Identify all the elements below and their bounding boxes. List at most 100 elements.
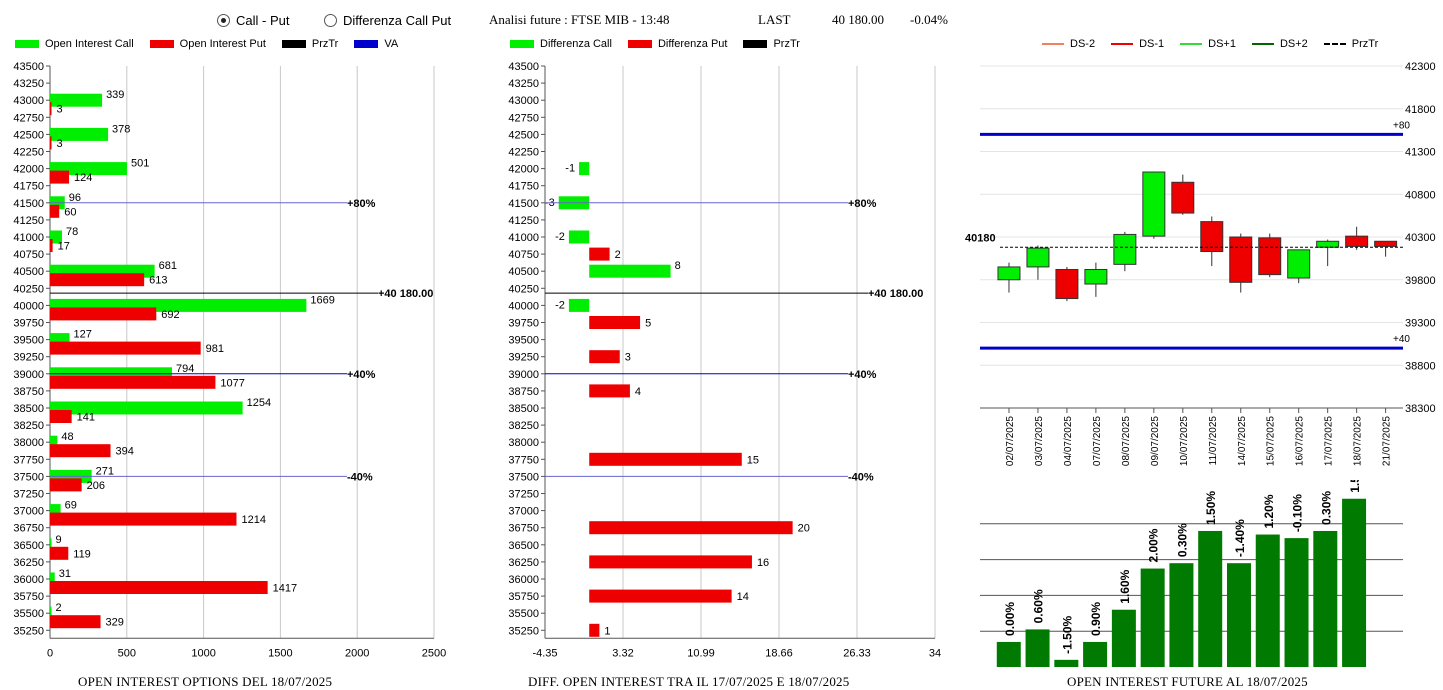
y-tick-label: 42000 — [508, 164, 539, 176]
y-tick-label: 38300 — [1405, 403, 1436, 415]
call-bar — [568, 298, 590, 312]
call-value-label: 96 — [69, 192, 81, 204]
legend1-swatch — [15, 40, 39, 48]
put-value-label: 16 — [757, 557, 769, 569]
put-bar — [589, 247, 610, 261]
oi-future-value-label: 2.00% — [1147, 528, 1161, 562]
put-bar — [50, 170, 70, 184]
call-bar — [50, 435, 58, 449]
last-value: 40 180.00 — [832, 12, 884, 27]
y-tick-label: 39800 — [1405, 275, 1436, 287]
y-tick-label: 39000 — [508, 369, 539, 381]
put-value-label: 1 — [604, 625, 610, 637]
call-value-label: 9 — [56, 534, 62, 546]
put-bar — [50, 444, 111, 458]
legend3-item: DS-1 — [1111, 38, 1164, 50]
put-value-label: 329 — [106, 617, 124, 629]
call-value-label: 127 — [74, 329, 92, 341]
call-bar — [50, 401, 243, 415]
x-tick-label: 26.33 — [843, 647, 871, 659]
put-value-label: 5 — [645, 318, 651, 330]
put-value-label: 3 — [625, 352, 631, 364]
y-tick-label: 36500 — [13, 540, 44, 552]
legend3-swatch — [1111, 43, 1134, 45]
oi-future-value-label: 0.30% — [1175, 523, 1189, 557]
legend2-label: PrzTr — [773, 38, 800, 50]
put-value-label: 3 — [57, 138, 63, 150]
reference-label: +40% — [347, 369, 376, 381]
legend1-label: PrzTr — [311, 38, 339, 50]
oi-future-bar — [1342, 498, 1367, 667]
page-title: Analisi future : FTSE MIB - 13:48 — [489, 12, 670, 27]
call-value-label: 271 — [96, 465, 114, 477]
y-tick-label: 43000 — [13, 95, 44, 107]
y-tick-label: 42250 — [13, 147, 44, 159]
candle-down — [1229, 236, 1253, 283]
candle-up — [1113, 233, 1137, 265]
candle-up — [997, 266, 1021, 281]
y-tick-label: 37750 — [13, 454, 44, 466]
x-tick-label: 10/07/2025 — [1179, 416, 1190, 466]
legend3-item: PrzTr — [1323, 38, 1379, 50]
caption-oi-diff: DIFF. OPEN INTEREST TRA IL 17/07/2025 E … — [528, 674, 850, 689]
put-value-label: 981 — [206, 343, 224, 355]
y-tick-label: 40500 — [13, 266, 44, 278]
future-oi-chart: 0.00% 0.60% -1.50% 0.90% 1.60% 2.00% 0.30% 1.50… — [980, 480, 1403, 667]
call-bar — [50, 93, 103, 107]
level-label: +40 — [1393, 334, 1410, 345]
y-tick-label: 38800 — [1405, 360, 1436, 372]
put-bar — [589, 623, 600, 637]
legend1-item: Open Interest Call — [15, 38, 134, 50]
x-tick-label: 18/07/2025 — [1353, 416, 1364, 466]
x-tick-label: 17/07/2025 — [1324, 416, 1335, 466]
y-tick-label: 41250 — [508, 215, 539, 227]
reference-label: -40% — [347, 471, 373, 483]
radio-selected-icon[interactable] — [217, 14, 230, 27]
legend2-swatch — [510, 40, 534, 48]
call-bar — [50, 162, 127, 176]
put-value-label: 2 — [615, 249, 621, 261]
radio-diff[interactable]: Differenza Call Put — [324, 13, 451, 28]
y-tick-label: 37000 — [508, 506, 539, 518]
y-tick-label: 38750 — [508, 386, 539, 398]
legend1-label: VA — [384, 38, 399, 50]
legend3-label: PrzTr — [1351, 38, 1379, 50]
y-tick-label: 40750 — [13, 249, 44, 261]
y-tick-label: 43250 — [508, 78, 539, 90]
oi-future-value-label: -1.40% — [1233, 519, 1247, 557]
call-value-label: 2 — [56, 602, 62, 614]
candle-up — [1316, 240, 1340, 248]
put-bar — [50, 102, 52, 116]
reference-label: +40% — [848, 369, 877, 381]
y-tick-label: 39250 — [508, 352, 539, 364]
oi-future-value-label: 1.20% — [1262, 494, 1276, 528]
y-tick-label: 39750 — [13, 318, 44, 330]
y-tick-label: 41000 — [13, 232, 44, 244]
candle-down — [1374, 240, 1398, 247]
y-tick-label: 35500 — [508, 608, 539, 620]
last-label: LAST — [758, 12, 791, 27]
put-value-label: 692 — [161, 309, 179, 321]
call-bar — [50, 230, 62, 244]
y-tick-label: 37250 — [13, 489, 44, 501]
y-tick-label: 35250 — [508, 625, 539, 637]
radio-call-put[interactable]: Call - Put — [217, 13, 289, 28]
oi-future-value-label: -1.50% — [1060, 615, 1074, 653]
put-bar — [50, 615, 101, 629]
x-tick-label: 02/07/2025 — [1005, 416, 1016, 466]
x-tick-label: 11/07/2025 — [1208, 416, 1219, 466]
candle-up — [1084, 268, 1108, 285]
radio-unselected-icon[interactable] — [324, 14, 337, 27]
put-bar — [50, 273, 145, 287]
call-value-label: 1669 — [310, 294, 334, 306]
put-bar — [50, 375, 216, 389]
legend2-item: Differenza Put — [627, 38, 727, 50]
reference-label: +80% — [347, 198, 376, 210]
call-value-label: 1254 — [247, 397, 271, 409]
x-tick-label: 21/07/2025 — [1382, 416, 1393, 466]
oi-future-value-label: 0.60% — [1032, 589, 1046, 623]
legend3-label: DS+2 — [1279, 38, 1308, 50]
put-value-label: 4 — [635, 386, 641, 398]
x-tick-label: 3.32 — [612, 647, 633, 659]
reference-label: -40% — [848, 471, 874, 483]
